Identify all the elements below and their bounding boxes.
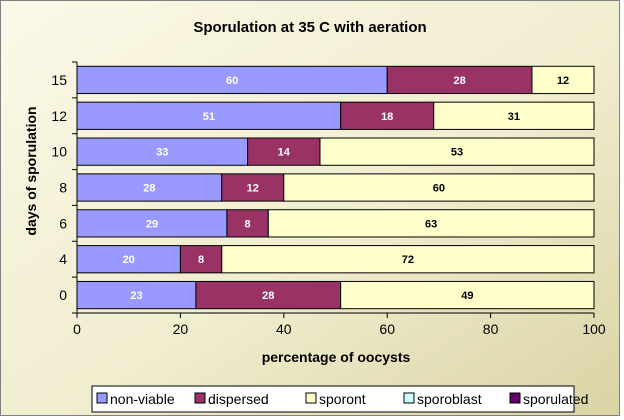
y-tick-label: 10 [51, 144, 67, 160]
legend-swatch [96, 392, 108, 404]
bar-segment [221, 245, 595, 274]
bar-segment [267, 209, 595, 238]
data-label: 12 [557, 75, 569, 87]
chart-title: Sporulation at 35 C with aeration [193, 19, 426, 36]
plot-area: 60 28 12 51 18 31 33 14 53 28 12 60 29 8 63 20 8 72 23 28 49 [76, 65, 595, 310]
bar-segment [340, 280, 595, 310]
legend-entry: non-viable [110, 391, 175, 407]
bar-segment [76, 101, 342, 130]
bar-segment [247, 137, 321, 166]
bar-segment [386, 65, 533, 95]
x-axis: 0 20 40 60 80 100 [73, 312, 606, 337]
data-label: 8 [198, 254, 204, 266]
x-tick-label: 80 [483, 321, 499, 337]
y-tick-label: 12 [51, 108, 67, 124]
bar-segment [340, 101, 435, 130]
data-label: 60 [226, 75, 238, 87]
y-tick-label: 15 [51, 72, 67, 88]
data-label: 28 [453, 75, 465, 87]
legend-entry: sporont [319, 391, 366, 407]
y-tick-label: 0 [59, 287, 67, 303]
legend-swatch [305, 392, 317, 404]
y-axis-label: days of sporulation [23, 106, 39, 235]
x-axis-label: percentage of oocysts [262, 349, 411, 365]
bar-segment [76, 280, 197, 310]
data-label: 14 [278, 147, 291, 159]
y-tick-label: 4 [59, 251, 67, 267]
data-label: 8 [245, 218, 251, 230]
data-label: 31 [508, 111, 520, 123]
data-label: 28 [262, 290, 274, 302]
legend-box [91, 385, 575, 413]
x-tick-label: 20 [173, 321, 189, 337]
legend-swatch [509, 392, 521, 404]
legend: non-viable dispersed sporont sporoblast spor… [91, 385, 588, 413]
legend-entry: dispersed [208, 391, 269, 407]
y-tick-label: 6 [59, 215, 67, 231]
data-label: 12 [247, 183, 259, 195]
legend-entry: sporoblast [417, 391, 482, 407]
data-label: 60 [433, 183, 445, 195]
bar-segment [319, 137, 595, 166]
data-label: 63 [425, 218, 437, 230]
bar-segment [76, 65, 388, 95]
data-label: 33 [156, 147, 168, 159]
data-label: 29 [146, 218, 158, 230]
bar-segment [221, 173, 285, 202]
x-tick-label: 40 [276, 321, 292, 337]
data-label: 23 [130, 290, 142, 302]
bar-segment [76, 209, 228, 238]
data-label: 20 [123, 254, 135, 266]
bar-segment [433, 101, 595, 130]
legend-entry: sporulated [523, 391, 588, 407]
x-tick-label: 100 [582, 321, 606, 337]
legend-swatch [194, 392, 206, 404]
data-label: 53 [451, 147, 463, 159]
bar-segment [283, 173, 595, 202]
data-label: 18 [381, 111, 393, 123]
data-label: 51 [203, 111, 215, 123]
y-tick-label: 8 [59, 180, 67, 196]
bar-segment [531, 65, 595, 95]
x-tick-label: 0 [73, 321, 81, 337]
legend-swatch [403, 392, 415, 404]
bar-segment [195, 280, 342, 310]
x-tick-label: 60 [379, 321, 395, 337]
data-label: 49 [461, 290, 473, 302]
data-label: 28 [143, 183, 155, 195]
y-axis: 15 12 10 8 6 4 0 [51, 61, 78, 314]
data-label: 72 [402, 254, 414, 266]
